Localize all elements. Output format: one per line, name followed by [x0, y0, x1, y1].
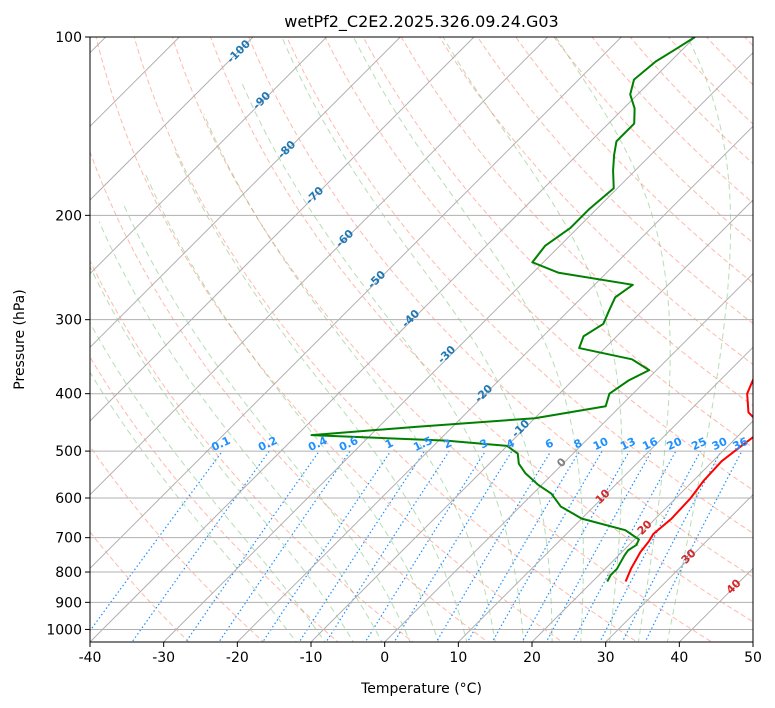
isotherm: [90, 37, 549, 496]
moist-adiabat: [555, 37, 671, 642]
dry-adiabat: [90, 150, 489, 642]
mixing-ratio-label: 20: [665, 435, 685, 453]
y-tick-label: 500: [55, 444, 82, 460]
moist-adiabat: [666, 37, 732, 642]
moist-adiabat: [98, 221, 383, 642]
y-tick-label: 200: [55, 208, 82, 224]
mixing-ratio-lines: [90, 450, 743, 642]
x-axis: -40 -30 -20 -10 0 10 20 30 40 50: [79, 642, 762, 666]
y-tick-label: 400: [55, 387, 82, 403]
isotherm: [604, 493, 753, 642]
mixing-ratio-label: 10: [591, 435, 611, 453]
x-tick-label: -40: [79, 650, 102, 666]
dewpoint-line: [310, 37, 696, 582]
dry-adiabat: [171, 37, 713, 642]
isotherm: [90, 37, 254, 201]
x-tick-label: 0: [380, 650, 389, 666]
isotherm: [383, 272, 753, 642]
mixing-ratio-label: 13: [618, 435, 637, 453]
mixing-ratio-line: [262, 450, 392, 642]
moist-adiabat: [122, 201, 411, 642]
mixing-ratio-line: [298, 450, 425, 642]
moist-adiabat: [90, 265, 355, 642]
y-tick-label: 900: [55, 595, 82, 611]
mixing-ratio-line: [435, 450, 552, 642]
plot-frame: [89, 36, 754, 643]
dry-adiabat: [90, 445, 265, 642]
dry-adiabat: [95, 37, 564, 642]
mixing-ratio-line: [545, 450, 653, 642]
dry-adiabat: [553, 37, 753, 244]
isotherm: [90, 37, 475, 422]
moist-adiabat: [174, 149, 468, 642]
mixing-ratio-line: [466, 450, 580, 642]
isotherm: [310, 199, 753, 642]
x-tick-label: 40: [670, 650, 688, 666]
x-tick-label: 50: [744, 650, 762, 666]
dry-adiabat: [210, 37, 753, 623]
dry-adiabat: [667, 37, 753, 125]
isotherm: [90, 37, 696, 642]
y-tick-label: 1000: [46, 622, 82, 638]
isotherm: [90, 37, 181, 128]
mixing-ratio-label: 30: [710, 435, 730, 453]
plot-area: -100-90-80-70-60-50-40-30-20-10010203040…: [90, 37, 753, 642]
x-tick-label: -10: [300, 650, 323, 666]
isotherm: [457, 346, 753, 642]
moist-adiabat: [144, 173, 440, 642]
dry-adiabats: [90, 37, 753, 642]
dry-adiabat: [362, 37, 753, 449]
dry-adiabat: [400, 37, 753, 407]
y-tick-label: 800: [55, 565, 82, 581]
isotherm: [162, 51, 753, 642]
chart-title: wetPf2_C2E2.2025.326.09.24.G03: [284, 12, 558, 32]
dry-adiabat: [90, 531, 190, 642]
y-axis-title: Pressure (hPa): [12, 289, 28, 389]
dry-adiabat: [591, 37, 753, 204]
y-tick-label: 700: [55, 531, 82, 547]
mixing-ratio-line: [218, 450, 351, 642]
y-axis: 100 200 300 400 500 600 700 800 900 1000: [46, 30, 90, 638]
mixing-ratio-label: 36: [731, 435, 751, 453]
y-tick-label: 300: [55, 313, 82, 329]
moist-adiabat: [90, 371, 297, 642]
series: [310, 37, 753, 582]
isotherm: [236, 125, 753, 642]
x-tick-label: 20: [523, 650, 541, 666]
dry-adiabat: [90, 259, 414, 642]
mixing-ratio-line: [491, 450, 603, 642]
x-tick-label: 30: [597, 650, 615, 666]
moist-adiabat: [241, 83, 525, 642]
x-tick-label: 10: [449, 650, 467, 666]
dry-adiabat: [248, 37, 753, 578]
isotherms: [90, 37, 753, 642]
mixing-ratio-line: [185, 450, 320, 642]
y-tick-label: 100: [55, 30, 82, 46]
temperature-line: [624, 377, 753, 582]
mixing-ratio-line: [644, 450, 743, 642]
y-tick-label: 600: [55, 491, 82, 507]
moist-adiabat: [203, 114, 496, 642]
moist-adiabat: [281, 37, 553, 642]
moist-adiabat: [352, 37, 584, 642]
mixing-ratio-line: [131, 450, 270, 642]
isotherm: [90, 37, 328, 275]
dry-adiabat: [286, 37, 753, 534]
mixing-ratio-label: 16: [640, 435, 660, 453]
x-tick-label: -30: [152, 650, 175, 666]
isotherm: [90, 37, 623, 570]
x-axis-title: Temperature (°C): [360, 681, 482, 697]
isobars: [90, 37, 753, 630]
dry-adiabat: [477, 37, 753, 325]
mixing-ratio-line: [325, 450, 450, 642]
moist-adiabat: [90, 321, 326, 642]
isotherm: [90, 37, 402, 349]
mixing-ratio-label: 25: [689, 435, 708, 453]
dry-adiabat: [133, 37, 638, 642]
x-tick-label: -20: [226, 650, 249, 666]
isotherm: [531, 420, 753, 642]
